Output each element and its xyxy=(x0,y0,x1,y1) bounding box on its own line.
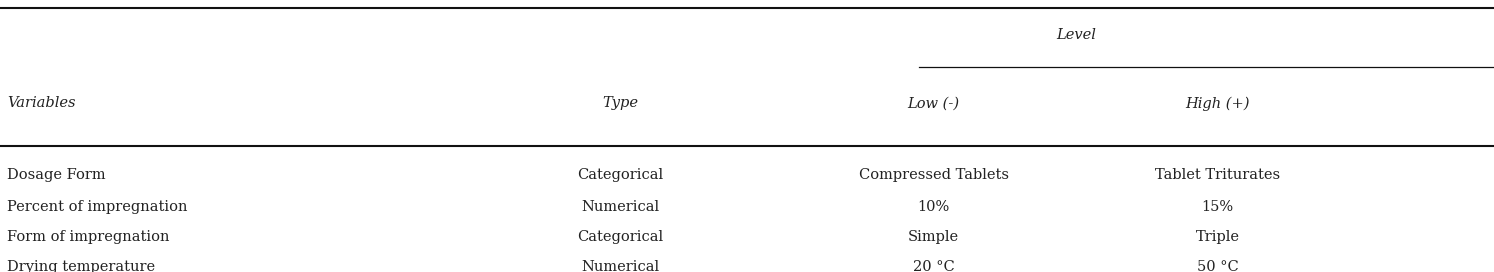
Text: Percent of impregnation: Percent of impregnation xyxy=(7,200,188,214)
Text: Numerical: Numerical xyxy=(581,259,659,272)
Text: Categorical: Categorical xyxy=(577,168,663,183)
Text: 15%: 15% xyxy=(1201,200,1234,214)
Text: Level: Level xyxy=(1056,28,1095,42)
Text: Type: Type xyxy=(602,96,638,110)
Text: 10%: 10% xyxy=(917,200,950,214)
Text: High (+): High (+) xyxy=(1185,96,1250,110)
Text: Dosage Form: Dosage Form xyxy=(7,168,106,183)
Text: Triple: Triple xyxy=(1195,230,1240,244)
Text: Variables: Variables xyxy=(7,96,76,110)
Text: Tablet Triturates: Tablet Triturates xyxy=(1155,168,1280,183)
Text: Form of impregnation: Form of impregnation xyxy=(7,230,170,244)
Text: Low (-): Low (-) xyxy=(908,96,959,110)
Text: Numerical: Numerical xyxy=(581,200,659,214)
Text: 50 °C: 50 °C xyxy=(1197,259,1239,272)
Text: Simple: Simple xyxy=(908,230,959,244)
Text: Drying temperature: Drying temperature xyxy=(7,259,155,272)
Text: Categorical: Categorical xyxy=(577,230,663,244)
Text: 20 °C: 20 °C xyxy=(913,259,955,272)
Text: Compressed Tablets: Compressed Tablets xyxy=(859,168,1008,183)
